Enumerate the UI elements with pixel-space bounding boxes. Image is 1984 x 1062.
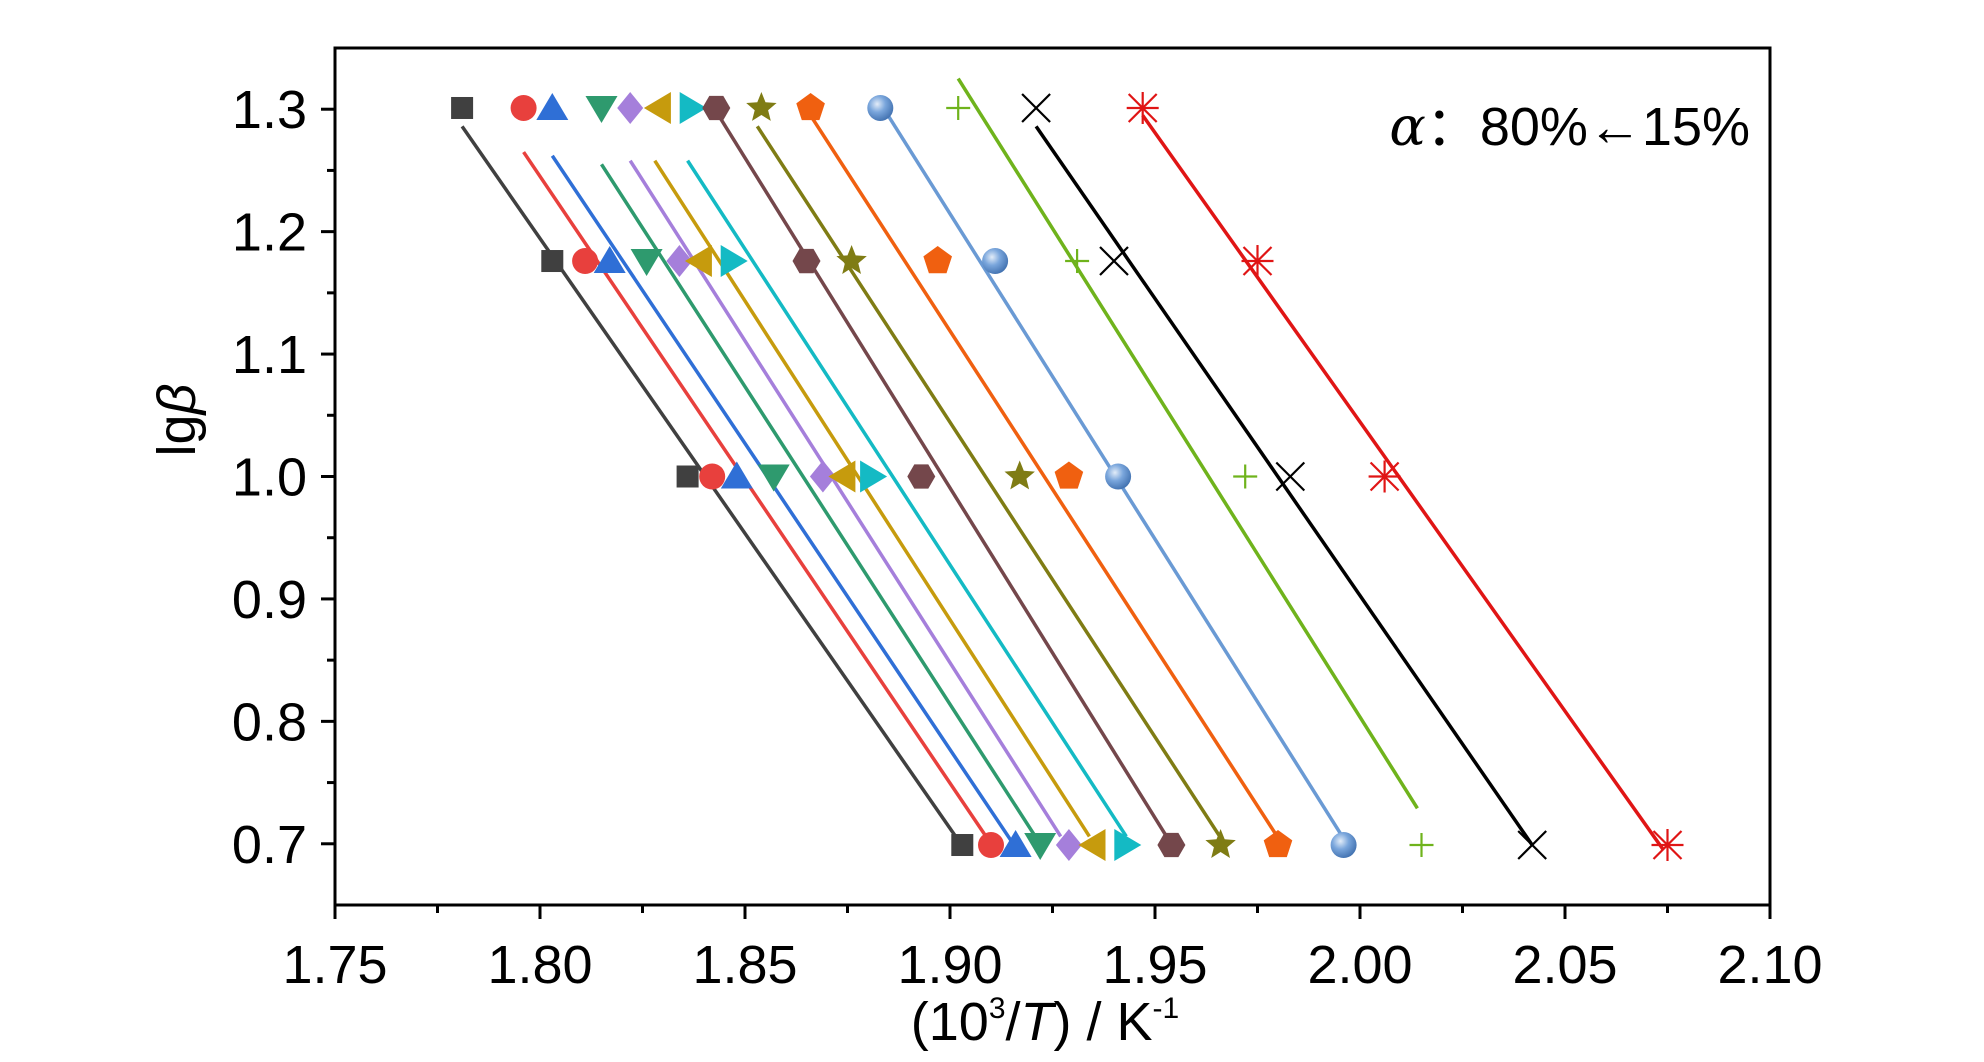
data-point-series-6-triangle-left	[643, 91, 671, 124]
x-tick-label: 2.10	[1717, 935, 1822, 995]
y-tick-label: 1.3	[232, 80, 307, 140]
fit-line-series-7	[686, 159, 1128, 838]
data-point-series-14-asterisk	[1126, 91, 1159, 124]
data-point-series-2-circle	[572, 248, 599, 275]
x-tick-label: 1.80	[487, 935, 592, 995]
data-point-series-12-plus	[1065, 249, 1090, 274]
data-point-series-13-cross	[1021, 93, 1051, 123]
data-point-series-10-pentagon	[1054, 461, 1084, 489]
data-point-series-3-triangle-up	[536, 92, 569, 120]
fit-line-series-5	[628, 159, 1063, 838]
data-point-series-5-diamond	[1055, 829, 1082, 862]
data-point-series-4-triangle-down	[630, 249, 663, 277]
data-point-series-8-hexagon	[702, 95, 731, 121]
data-point-series-13-cross	[1275, 461, 1306, 492]
y-tick-label: 1.1	[232, 325, 307, 385]
fit-line-series-10	[805, 108, 1280, 839]
fit-line-series-4	[600, 163, 1038, 839]
x-tick-label: 1.95	[1102, 935, 1207, 995]
data-point-series-1-square	[676, 465, 699, 488]
data-point-series-3-triangle-up	[593, 246, 626, 274]
data-point-series-9-star	[746, 92, 777, 121]
tick-labels: 1.75 1.80 1.85 1.90 1.95 2.00 2.05 2.10 0.7 0.8 0.…	[232, 80, 1823, 995]
fit-line-series-8	[714, 110, 1169, 839]
data-point-series-10-pentagon	[923, 246, 952, 274]
data-point-series-8-hexagon	[1157, 832, 1186, 858]
x-tick-label: 1.90	[897, 935, 1002, 995]
data-point-series-11-sphere	[1330, 832, 1357, 859]
y-axis-title: lgβ	[147, 384, 207, 457]
data-point-series-6-triangle-left	[684, 245, 712, 278]
data-point-series-1-square	[951, 834, 974, 857]
y-tick-label: 1.0	[232, 448, 307, 508]
data-point-series-4-triangle-down	[585, 95, 618, 123]
data-point-series-9-star	[836, 245, 867, 274]
data-point-series-6-triangle-left	[1078, 829, 1106, 862]
data-point-series-9-star	[1004, 460, 1035, 490]
data-point-series-11-sphere	[867, 94, 894, 121]
data-point-series-7-triangle-right	[720, 245, 748, 278]
x-axis-title: (103/T) / K-1	[911, 992, 1179, 1052]
fit-line-series-3	[550, 154, 1018, 849]
data-point-series-7-triangle-right	[1114, 829, 1142, 862]
y-tick-label: 0.8	[232, 692, 307, 752]
data-point-series-11-sphere	[982, 248, 1009, 275]
data-point-series-10-pentagon	[796, 93, 825, 121]
fit-line-series-9	[755, 125, 1223, 839]
alpha-annotation: α：80%←15%	[1389, 95, 1750, 158]
x-tick-label: 2.05	[1512, 935, 1617, 995]
fit-lines	[460, 77, 1665, 851]
data-point-series-14-asterisk	[1651, 829, 1684, 862]
data-point-series-12-plus	[1233, 464, 1258, 489]
fit-line-series-12	[956, 77, 1419, 810]
y-tick-label: 0.9	[232, 570, 307, 630]
data-point-series-11-sphere	[1105, 463, 1132, 490]
axis-ticks	[321, 107, 1772, 919]
x-tick-label: 1.75	[282, 935, 387, 995]
data-point-series-5-diamond	[666, 245, 693, 278]
data-point-series-4-triangle-down	[1024, 833, 1057, 861]
data-point-series-12-plus	[946, 95, 971, 120]
fit-line-series-14	[1141, 114, 1665, 851]
fit-line-series-13	[1034, 125, 1534, 847]
data-point-series-2-circle	[978, 832, 1004, 859]
data-point-series-8-hexagon	[792, 248, 821, 274]
x-tick-label: 1.85	[692, 935, 797, 995]
data-point-series-14-asterisk	[1241, 245, 1274, 278]
data-point-series-12-plus	[1409, 833, 1434, 858]
data-point-series-13-cross	[1517, 830, 1547, 860]
data-point-series-10-pentagon	[1263, 830, 1293, 858]
data-point-series-13-cross	[1099, 246, 1129, 276]
data-point-series-1-square	[451, 96, 474, 119]
data-point-series-7-triangle-right	[679, 91, 707, 124]
x-tick-label: 2.00	[1307, 935, 1412, 995]
data-point-series-8-hexagon	[907, 464, 936, 489]
data-point-series-3-triangle-up	[720, 461, 753, 489]
data-point-series-2-circle	[510, 94, 537, 121]
data-point-series-14-asterisk	[1368, 460, 1401, 493]
data-point-series-5-diamond	[809, 460, 836, 493]
data-point-series-5-diamond	[617, 91, 644, 124]
data-point-series-4-triangle-down	[757, 464, 790, 492]
data-point-series-7-triangle-right	[860, 460, 888, 493]
data-point-series-3-triangle-up	[999, 830, 1032, 858]
data-point-series-1-square	[541, 250, 564, 273]
data-point-series-9-star	[1205, 829, 1236, 858]
y-tick-label: 0.7	[232, 815, 307, 875]
y-tick-label: 1.2	[232, 203, 307, 263]
data-markers	[451, 91, 1684, 862]
fit-line-series-6	[653, 159, 1091, 838]
data-point-series-2-circle	[699, 463, 726, 490]
data-point-series-6-triangle-left	[828, 460, 856, 493]
